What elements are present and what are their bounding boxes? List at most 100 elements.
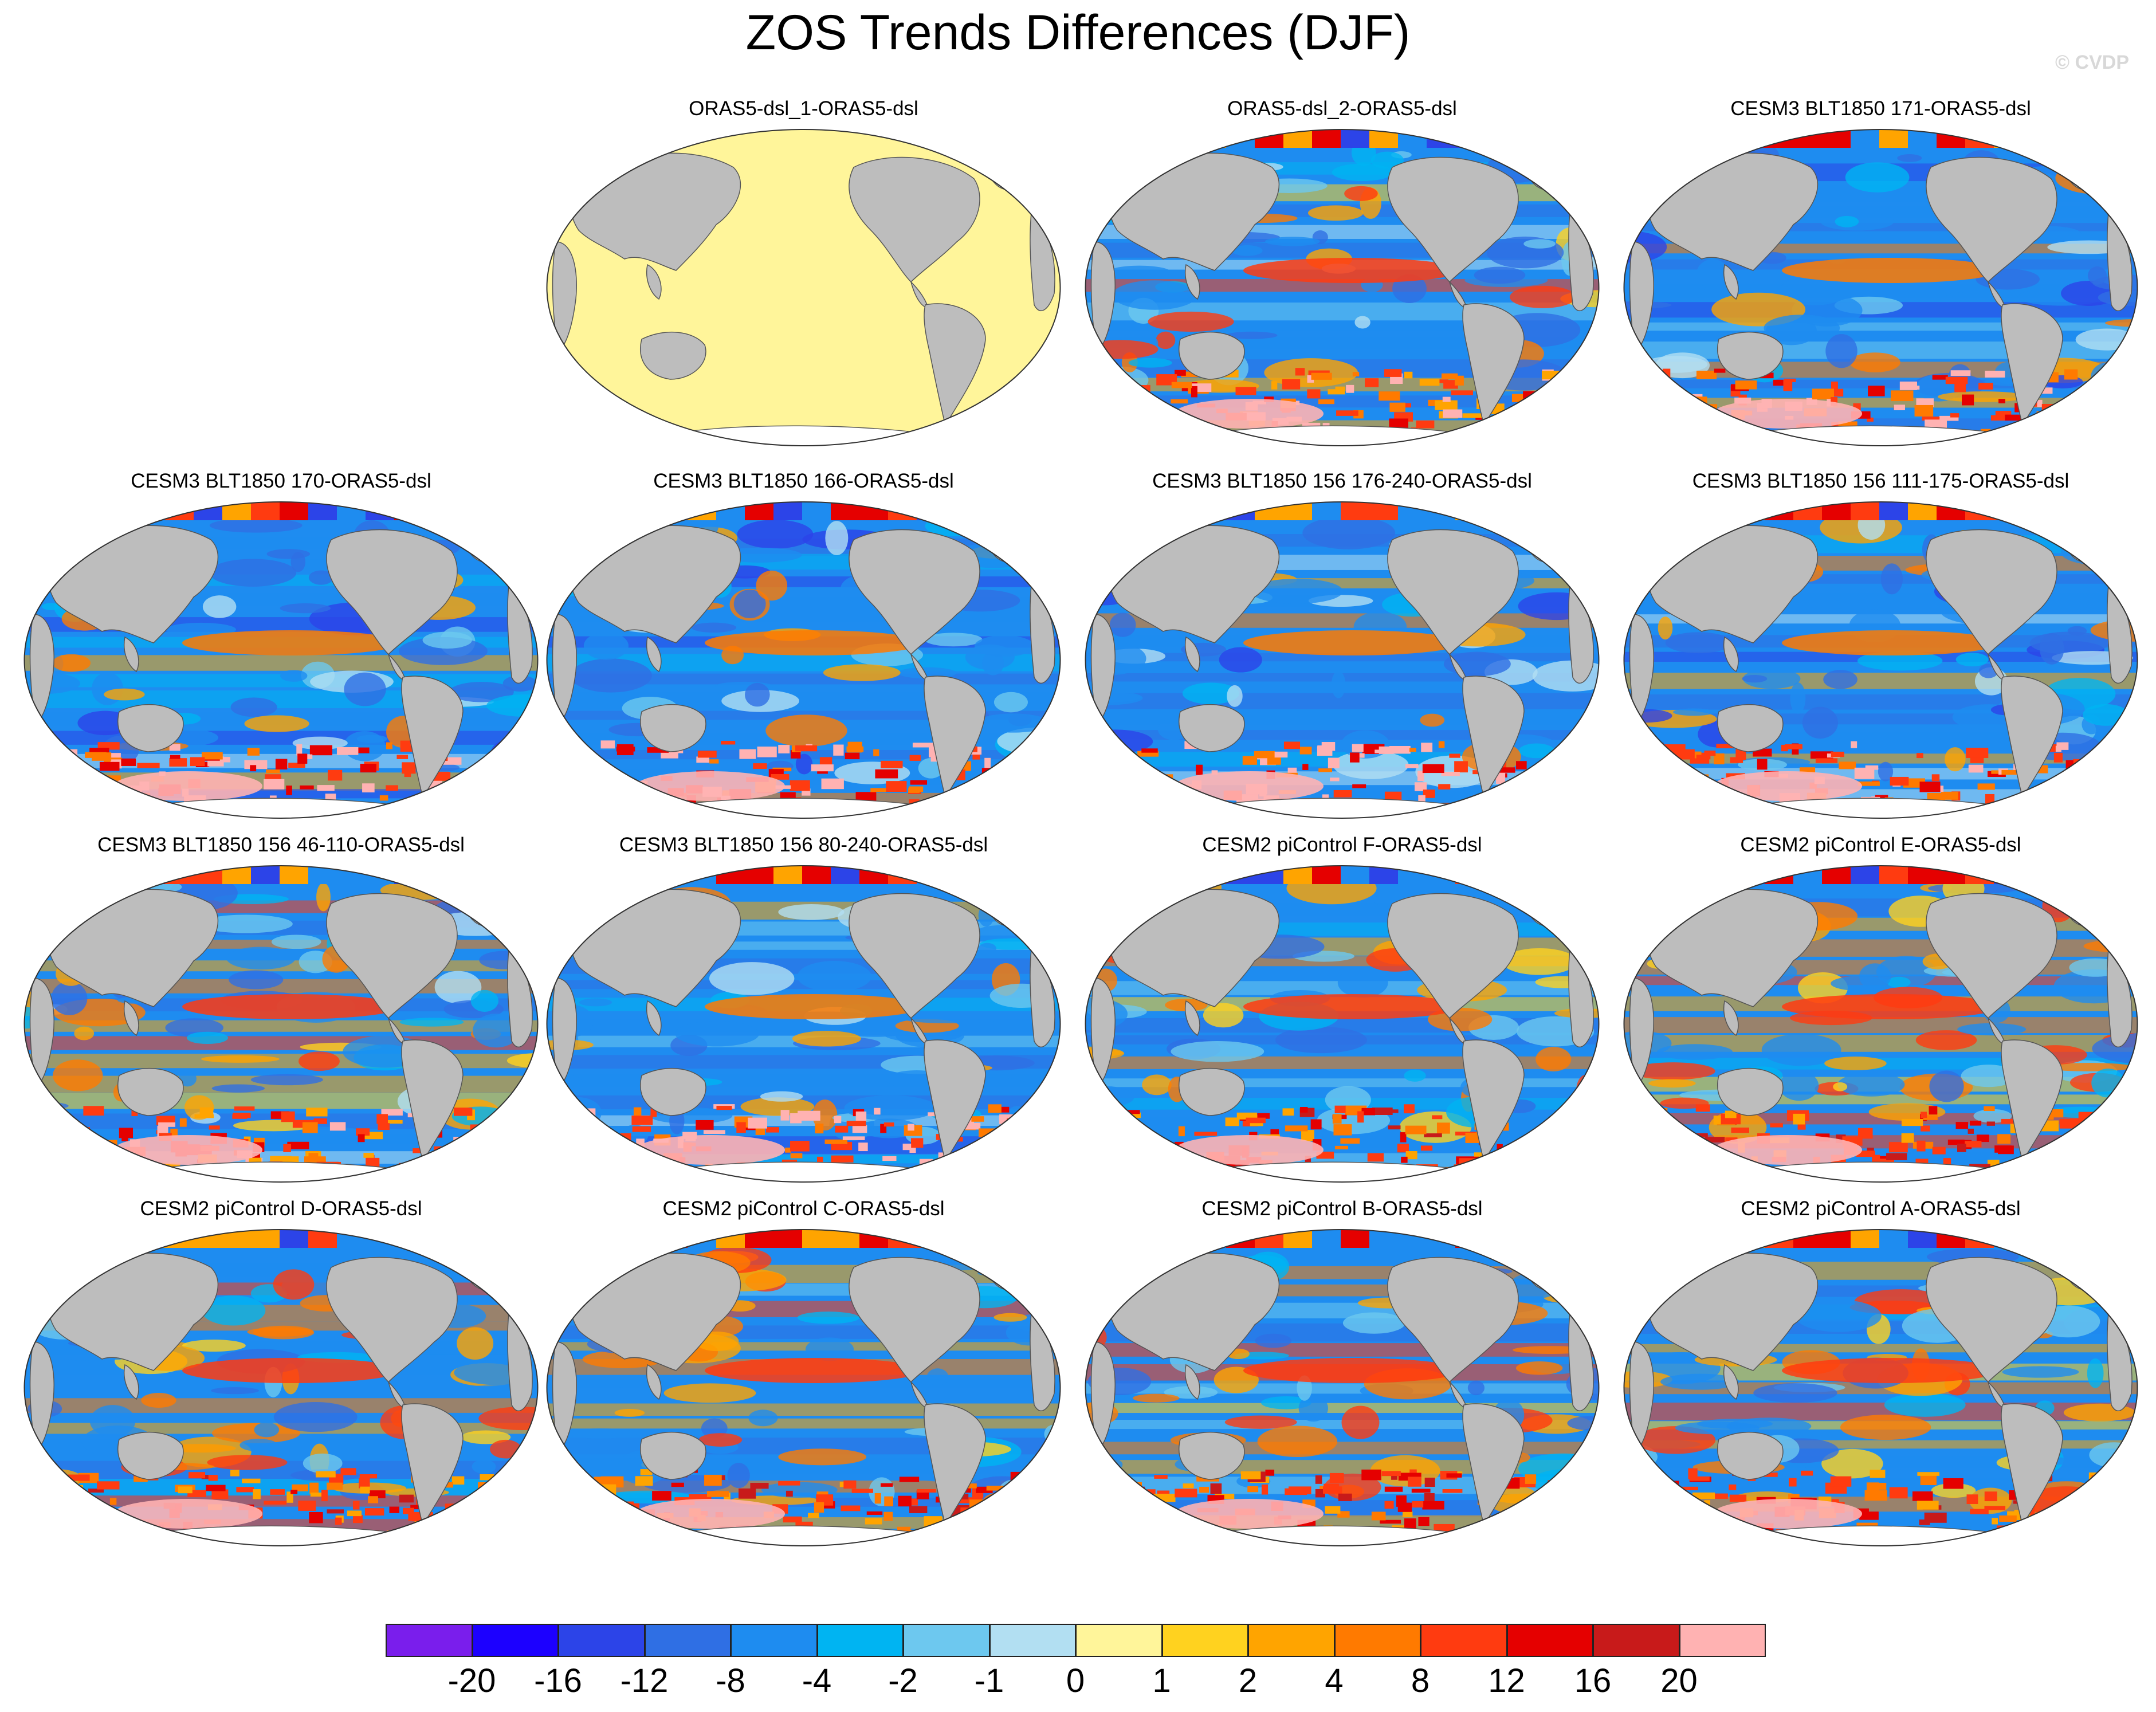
- southern-ocean-patch: [591, 1529, 614, 1536]
- colorbar-tick-label: 0: [1066, 1662, 1085, 1699]
- southern-ocean-patch: [1997, 1134, 2011, 1144]
- southern-ocean-patch: [1087, 742, 1108, 752]
- southern-ocean-patch: [780, 1110, 790, 1121]
- southern-ocean-patch: [795, 1521, 813, 1528]
- southern-ocean-patch: [2055, 745, 2061, 752]
- field-patch: [1493, 1245, 1574, 1267]
- field-patch: [486, 694, 538, 717]
- southern-ocean-patch: [2106, 382, 2127, 391]
- southern-ocean-patch: [396, 1533, 419, 1538]
- southern-ocean-patch: [1181, 1529, 1201, 1534]
- field-patch: [1275, 1027, 1368, 1054]
- southern-ocean-patch: [959, 804, 966, 816]
- southern-ocean-patch: [1014, 1153, 1031, 1160]
- southern-ocean-patch: [1136, 1531, 1151, 1537]
- southern-ocean-patch: [57, 1487, 67, 1497]
- southern-ocean-patch: [1416, 420, 1435, 429]
- southern-ocean-patch: [1442, 1489, 1463, 1493]
- southern-ocean-patch: [1494, 767, 1515, 773]
- arctic-patch: [136, 1230, 165, 1248]
- southern-ocean-patch: [1551, 1507, 1563, 1514]
- southern-ocean-patch: [790, 750, 801, 759]
- southern-ocean-patch: [908, 1124, 914, 1131]
- southern-ocean-patch: [1713, 1135, 1862, 1165]
- southern-ocean-patch: [1522, 1139, 1529, 1149]
- southern-ocean-patch: [2100, 403, 2115, 408]
- southern-ocean-patch: [281, 1111, 295, 1122]
- map-border: [1085, 501, 1600, 819]
- southern-ocean-patch: [1085, 1144, 1095, 1150]
- southern-ocean-patch: [44, 1487, 57, 1491]
- southern-ocean-patch: [1014, 803, 1028, 813]
- land-mass: [124, 636, 139, 673]
- land-mass: [1723, 1000, 1739, 1036]
- southern-ocean-patch: [1562, 1157, 1580, 1168]
- arctic-patch: [1341, 1230, 1369, 1248]
- southern-ocean-patch: [883, 1511, 893, 1521]
- southern-ocean-patch: [1725, 1137, 1738, 1142]
- southern-ocean-patch: [1995, 411, 2012, 416]
- southern-ocean-patch: [288, 763, 305, 768]
- southern-ocean-patch: [309, 745, 333, 756]
- field-patch: [583, 632, 629, 660]
- field-band: [24, 1036, 538, 1050]
- field-patch: [1255, 1333, 1292, 1348]
- southern-ocean-patch: [1411, 1489, 1431, 1493]
- colorbar-swatch: [1679, 1624, 1766, 1657]
- field-patch: [24, 1253, 89, 1282]
- southern-ocean-patch: [1138, 776, 1150, 782]
- southern-ocean-patch: [598, 1165, 612, 1171]
- southern-ocean-patch: [681, 802, 693, 814]
- arctic-patch: [1851, 1230, 1879, 1248]
- southern-ocean-patch: [1332, 1114, 1342, 1124]
- land-mass: [1462, 676, 1525, 799]
- southern-ocean-patch: [2062, 1163, 2071, 1168]
- arctic-patch: [1197, 866, 1226, 884]
- arctic-patch: [251, 502, 280, 520]
- southern-ocean-patch: [39, 1532, 47, 1537]
- southern-ocean-patch: [1636, 759, 1651, 768]
- southern-ocean-patch: [119, 1128, 133, 1138]
- land-mass: [640, 704, 706, 752]
- southern-ocean-patch: [916, 1490, 929, 1499]
- southern-ocean-patch: [37, 763, 54, 773]
- southern-ocean-patch: [1408, 1477, 1421, 1487]
- field-patch: [141, 1393, 176, 1408]
- field-patch: [2090, 554, 2128, 567]
- field-patch: [1897, 154, 1922, 162]
- field-patch: [797, 1312, 859, 1324]
- southern-ocean-patch: [568, 1148, 591, 1159]
- southern-ocean-patch: [364, 1508, 384, 1516]
- southern-ocean-patch: [1099, 751, 1110, 757]
- field-patch: [1203, 1003, 1244, 1028]
- southern-ocean-patch: [1421, 743, 1433, 752]
- map-border: [546, 501, 1061, 819]
- southern-ocean-patch: [1781, 744, 1788, 752]
- southern-ocean-patch: [498, 786, 516, 794]
- field-patch: [748, 1409, 778, 1427]
- southern-ocean-patch: [2108, 796, 2128, 802]
- southern-ocean-patch: [431, 1171, 441, 1178]
- southern-ocean-patch: [1333, 790, 1352, 798]
- arctic-patch: [222, 866, 251, 884]
- southern-ocean-patch: [211, 1489, 229, 1499]
- equatorial-tongue: [182, 630, 400, 655]
- southern-ocean-patch: [1095, 1489, 1102, 1500]
- field-patch: [1502, 948, 1577, 975]
- southern-ocean-patch: [308, 1153, 319, 1163]
- southern-ocean-patch: [1062, 1153, 1063, 1160]
- southern-ocean-patch: [1838, 421, 1857, 427]
- arctic-patch: [1994, 502, 2023, 520]
- equatorial-tongue: [1243, 1358, 1461, 1383]
- southern-ocean-patch: [38, 1133, 58, 1141]
- map-border: [1623, 501, 2138, 819]
- southern-ocean-patch: [842, 1136, 865, 1140]
- southern-ocean-patch: [316, 1471, 336, 1478]
- field-patch: [547, 1299, 577, 1310]
- field-patch: [1878, 761, 1894, 782]
- southern-ocean-patch: [1126, 755, 1136, 760]
- field-patch: [1342, 1312, 1405, 1334]
- land-mass: [924, 303, 986, 426]
- southern-ocean-patch: [845, 752, 860, 760]
- southern-ocean-patch: [607, 1146, 623, 1156]
